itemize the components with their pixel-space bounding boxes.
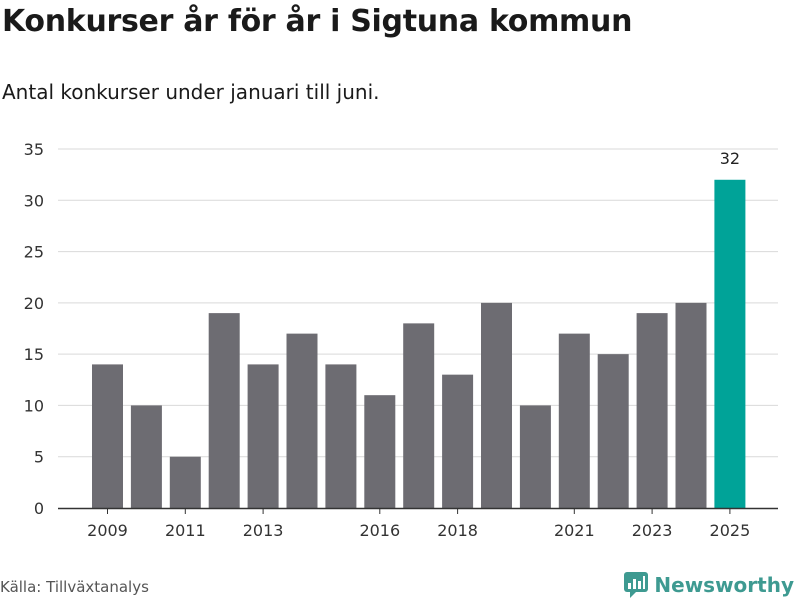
bar-2015 (325, 364, 357, 508)
bar-2017 (403, 323, 435, 508)
bar-2014 (286, 333, 318, 508)
y-tick-label: 15 (24, 345, 44, 364)
y-tick-label: 35 (24, 140, 44, 159)
y-tick-label: 25 (24, 243, 44, 262)
brand-name: Newsworthy (654, 573, 794, 597)
y-tick-label: 10 (24, 396, 44, 415)
bar-2016 (364, 395, 396, 508)
bar-2020 (519, 405, 551, 508)
chart-title: Konkurser år för år i Sigtuna kommun (2, 4, 633, 39)
bar-2025 (714, 179, 746, 508)
newsworthy-logo: Newsworthy (624, 570, 794, 600)
bar-2013 (247, 364, 279, 508)
x-tick-label: 2016 (359, 521, 400, 540)
x-tick-label: 2011 (165, 521, 206, 540)
x-tick-label: 2013 (243, 521, 284, 540)
x-tick-label: 2023 (632, 521, 673, 540)
x-tick-label: 2009 (87, 521, 128, 540)
newsworthy-logo-icon (624, 572, 649, 598)
y-tick-label: 30 (24, 191, 44, 210)
y-tick-label: 5 (34, 448, 44, 467)
bar-2023 (636, 313, 668, 508)
bar-2018 (442, 374, 474, 508)
y-tick-label: 0 (34, 499, 44, 518)
x-tick-label: 2018 (437, 521, 478, 540)
y-tick-label: 20 (24, 294, 44, 313)
bar-2024 (675, 302, 707, 508)
bar-2010 (130, 405, 162, 508)
x-tick-label: 2021 (554, 521, 595, 540)
bar-2009 (92, 364, 123, 508)
source-note: Källa: Tillväxtanalys (0, 578, 149, 596)
bar-2012 (208, 313, 240, 508)
bar-2022 (597, 354, 629, 508)
x-tick-label: 2025 (710, 521, 751, 540)
data-label-2025: 32 (720, 149, 740, 168)
bar-2021 (558, 333, 590, 508)
bar-2019 (481, 302, 512, 508)
bar-2011 (169, 456, 201, 508)
chart-subtitle: Antal konkurser under januari till juni. (2, 80, 380, 104)
